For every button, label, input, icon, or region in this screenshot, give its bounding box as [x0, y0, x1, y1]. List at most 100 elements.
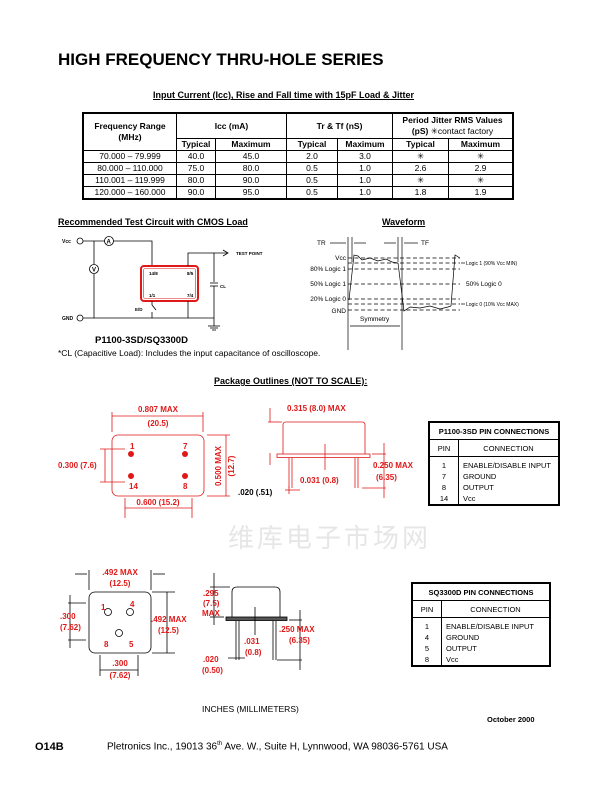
- svg-text:0.250 MAX: 0.250 MAX: [373, 461, 414, 470]
- spec-table: Frequency Range (MHz) Icc (mA) Tr & Tf (n…: [82, 112, 514, 200]
- units-note: INCHES (MILLIMETERS): [202, 704, 299, 714]
- table-cell: 1.9: [448, 186, 514, 200]
- svg-text:20% Logic 0: 20% Logic 0: [310, 296, 346, 303]
- switch-icon: [151, 304, 157, 311]
- svg-text:4: 4: [130, 600, 135, 609]
- pin-number: 8: [412, 654, 442, 666]
- svg-text:8: 8: [183, 482, 188, 491]
- svg-text:.031: .031: [244, 637, 260, 646]
- svg-text:7: 7: [183, 442, 188, 451]
- table-cell: ✳: [448, 174, 514, 187]
- svg-text:8/5: 8/5: [187, 271, 194, 276]
- spec-table-caption: Input Current (Icc), Rise and Fall time …: [153, 90, 415, 100]
- pin-connection: Vcc: [446, 655, 459, 664]
- symmetry-label: Symmetry: [360, 316, 390, 323]
- svg-text:0.300 (7.6): 0.300 (7.6): [58, 461, 97, 470]
- svg-text:.250 MAX: .250 MAX: [279, 625, 315, 634]
- table-cell: 120.000 – 160.000: [82, 186, 177, 200]
- waveform-trace: [348, 254, 461, 312]
- waveform-heading: Waveform: [382, 217, 426, 227]
- header-icc: Icc (mA): [176, 112, 287, 139]
- svg-text:(7.5): (7.5): [203, 599, 220, 608]
- gnd-label: GND: [62, 316, 74, 322]
- svg-text:50% Logic 0: 50% Logic 0: [466, 281, 502, 288]
- pin-row: 8 Vcc: [412, 654, 550, 666]
- p1100-package-drawing: 1 7 14 8 0.807 MAX (20.5) 0.500 MAX (12.…: [58, 404, 414, 518]
- svg-text:MAX: MAX: [202, 609, 220, 618]
- svg-text:(7.62): (7.62): [60, 623, 81, 632]
- svg-text:(12.5): (12.5): [110, 579, 131, 588]
- svg-text:.020: .020: [203, 655, 219, 664]
- svg-text:7/4: 7/4: [187, 293, 194, 298]
- pin-number: 8: [429, 482, 459, 493]
- svg-text:.295: .295: [203, 589, 219, 598]
- svg-text:50% Logic 1: 50% Logic 1: [310, 281, 346, 288]
- svg-text:Vcc: Vcc: [335, 255, 347, 262]
- svg-text:E/D: E/D: [135, 307, 143, 312]
- svg-text:.492 MAX: .492 MAX: [102, 568, 138, 577]
- package-heading: Package Outlines (NOT TO SCALE):: [214, 376, 368, 386]
- svg-text:(0.50): (0.50): [202, 666, 223, 675]
- svg-text:V: V: [92, 268, 96, 274]
- tr-label: TR: [317, 240, 326, 247]
- pin-connection: OUTPUT: [446, 644, 477, 653]
- svg-text:(12.5): (12.5): [158, 626, 179, 635]
- table-row: 110.001 – 119.999 80.0 90.0 0.5 1.0 ✳ ✳: [82, 174, 514, 187]
- pin-connection: OUTPUT: [463, 483, 494, 492]
- pin-number: 4: [412, 632, 442, 643]
- waveform-diagram: TR TF Vcc 80% Logic 1 50% Logic 1 20% Lo…: [310, 237, 519, 350]
- svg-text:(6.35): (6.35): [289, 636, 310, 645]
- svg-text:0.315 (8.0) MAX: 0.315 (8.0) MAX: [287, 404, 346, 413]
- svg-text:80% Logic 1: 80% Logic 1: [310, 266, 346, 273]
- table-row: 120.000 – 160.000 90.0 95.0 0.5 1.0 1.8 1.9: [82, 186, 514, 200]
- pin-row: 5 OUTPUT: [412, 643, 550, 654]
- svg-text:.492 MAX: .492 MAX: [151, 615, 187, 624]
- pin-connection: Vcc: [463, 494, 476, 503]
- pin-row: 1 ENABLE/DISABLE INPUT: [429, 456, 559, 471]
- svg-text:1: 1: [101, 603, 106, 612]
- part-number: P1100-3SD/SQ3300D: [95, 335, 188, 346]
- test-circuit-heading: Recommended Test Circuit with CMOS Load: [58, 217, 248, 227]
- pin-number: 1: [429, 456, 459, 471]
- footer-address: Pletronics Inc., 19013 36th Ave. W., Sui…: [107, 741, 448, 753]
- svg-text:CL: CL: [220, 284, 226, 289]
- table-cell: 1.8: [392, 186, 449, 200]
- svg-text:8: 8: [104, 640, 109, 649]
- svg-text:GND: GND: [332, 308, 347, 315]
- svg-text:(7.62): (7.62): [110, 671, 131, 680]
- svg-text:1/1: 1/1: [149, 293, 156, 298]
- test-point-arrow-icon: [222, 249, 229, 257]
- header-trtf: Tr & Tf (nS): [286, 112, 393, 139]
- svg-text:Logic 1 (90% Vcc MIN): Logic 1 (90% Vcc MIN): [466, 261, 517, 267]
- svg-text:(20.5): (20.5): [148, 419, 169, 428]
- cl-note: *CL (Capacitive Load): Includes the inpu…: [58, 348, 321, 358]
- pin-row: 4 GROUND: [412, 632, 550, 643]
- pin-number: 5: [412, 643, 442, 654]
- pin-number: 7: [429, 471, 459, 482]
- test-circuit-diagram: Vcc A V 14/8 8/5 1/1 7/4 TEST POINT CL: [62, 236, 263, 331]
- svg-text:.300: .300: [60, 612, 76, 621]
- voltmeter-icon: [89, 264, 99, 274]
- svg-text:.300: .300: [112, 659, 128, 668]
- svg-text:0.500 MAX: 0.500 MAX: [214, 445, 223, 486]
- watermark: 维库电子市场网: [228, 524, 432, 554]
- pin-row: 1 ENABLE/DISABLE INPUT: [412, 617, 550, 632]
- svg-text:0.031 (0.8): 0.031 (0.8): [300, 476, 339, 485]
- oscillator-box: [140, 265, 199, 302]
- pin-number: 1: [412, 617, 442, 632]
- vcc-label: Vcc: [62, 239, 71, 245]
- svg-text:A: A: [107, 240, 112, 246]
- pin-row: 8 OUTPUT: [429, 482, 559, 493]
- svg-text:(6.35): (6.35): [376, 473, 397, 482]
- test-point-label: TEST POINT: [236, 251, 263, 256]
- sq3300-package-drawing: 1 4 8 5 .492 MAX (12.5) .300 (7.62) .492…: [60, 568, 315, 680]
- table-cell: ✳: [392, 174, 449, 187]
- date: October 2000: [487, 715, 535, 724]
- p1100-pin-table: P1100-3SD PIN CONNECTIONS PIN CONNECTION …: [428, 421, 560, 506]
- svg-text:14/8: 14/8: [149, 271, 158, 276]
- svg-text:0.600 (15.2): 0.600 (15.2): [136, 498, 179, 507]
- svg-text:Logic 0 (10% Vcc MAX): Logic 0 (10% Vcc MAX): [466, 302, 519, 308]
